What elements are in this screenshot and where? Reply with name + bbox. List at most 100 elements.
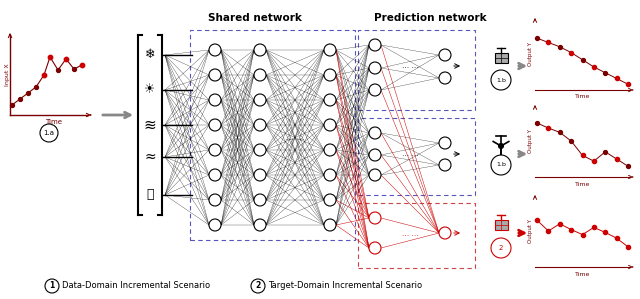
Circle shape: [209, 194, 221, 206]
Circle shape: [324, 44, 336, 56]
Circle shape: [254, 44, 266, 56]
Text: Shared network: Shared network: [208, 13, 302, 23]
Point: [31, 85, 41, 89]
Circle shape: [491, 238, 511, 258]
Point: [611, 236, 621, 241]
Point: [566, 50, 576, 55]
Text: ≈: ≈: [144, 150, 156, 164]
Text: 2: 2: [499, 245, 503, 251]
Circle shape: [491, 70, 511, 90]
Circle shape: [439, 72, 451, 84]
Point: [69, 67, 79, 71]
Text: 1.b: 1.b: [496, 162, 506, 167]
Text: ☀: ☀: [145, 83, 156, 97]
Point: [543, 40, 554, 45]
Circle shape: [209, 119, 221, 131]
Circle shape: [209, 44, 221, 56]
Text: ... ...: ... ...: [286, 132, 304, 141]
Point: [53, 68, 63, 72]
Point: [39, 73, 49, 77]
Point: [566, 139, 576, 144]
Text: 1.b: 1.b: [496, 77, 506, 83]
Circle shape: [254, 194, 266, 206]
Point: [577, 153, 588, 158]
Text: Data-Domain Incremental Scenario: Data-Domain Incremental Scenario: [62, 281, 210, 291]
Point: [577, 57, 588, 62]
Point: [15, 97, 25, 101]
Text: 1: 1: [49, 281, 54, 291]
Point: [589, 159, 599, 164]
Circle shape: [45, 279, 59, 293]
Circle shape: [369, 39, 381, 51]
Circle shape: [209, 94, 221, 106]
Point: [623, 164, 633, 169]
Point: [589, 225, 599, 230]
Point: [589, 65, 599, 69]
Circle shape: [324, 69, 336, 81]
Text: 2: 2: [255, 281, 260, 291]
Text: ... ...: ... ...: [402, 150, 419, 158]
Text: ❄: ❄: [145, 48, 156, 62]
Point: [566, 227, 576, 232]
Point: [555, 130, 565, 135]
Circle shape: [324, 194, 336, 206]
Text: Time: Time: [575, 271, 590, 277]
Circle shape: [369, 242, 381, 254]
Point: [600, 70, 611, 75]
Text: ... ...: ... ...: [402, 228, 419, 237]
Point: [543, 229, 554, 234]
Point: [577, 232, 588, 237]
Point: [611, 157, 621, 161]
Circle shape: [254, 219, 266, 231]
Circle shape: [369, 212, 381, 224]
Circle shape: [254, 169, 266, 181]
Point: [61, 57, 71, 61]
Circle shape: [40, 124, 58, 142]
Circle shape: [369, 169, 381, 181]
Text: Time: Time: [575, 181, 590, 187]
Text: Time: Time: [45, 119, 63, 125]
Circle shape: [254, 69, 266, 81]
Point: [555, 221, 565, 226]
Circle shape: [324, 144, 336, 156]
Circle shape: [439, 137, 451, 149]
Circle shape: [439, 159, 451, 171]
Text: Input X: Input X: [4, 64, 10, 86]
Point: [555, 45, 565, 49]
Circle shape: [254, 119, 266, 131]
Point: [532, 218, 542, 222]
Text: 1.a: 1.a: [44, 130, 54, 136]
Circle shape: [369, 84, 381, 96]
Point: [532, 120, 542, 125]
Circle shape: [324, 119, 336, 131]
Circle shape: [439, 227, 451, 239]
Point: [623, 245, 633, 249]
Text: Prediction network: Prediction network: [374, 13, 486, 23]
Point: [7, 103, 17, 107]
Circle shape: [324, 219, 336, 231]
Point: [600, 150, 611, 154]
Text: Time: Time: [575, 94, 590, 100]
Circle shape: [369, 62, 381, 74]
Circle shape: [209, 219, 221, 231]
Text: 🌡: 🌡: [147, 188, 154, 202]
Point: [543, 126, 554, 130]
Circle shape: [324, 94, 336, 106]
Circle shape: [254, 144, 266, 156]
Circle shape: [254, 94, 266, 106]
Circle shape: [209, 69, 221, 81]
Text: ... ...: ... ...: [402, 62, 419, 71]
Text: Target-Domain Incremental Scenario: Target-Domain Incremental Scenario: [268, 281, 422, 291]
Circle shape: [209, 169, 221, 181]
Circle shape: [209, 144, 221, 156]
Point: [77, 62, 87, 67]
Text: Output Y: Output Y: [528, 129, 533, 153]
Circle shape: [369, 127, 381, 139]
Circle shape: [499, 144, 504, 149]
Point: [45, 55, 55, 60]
Text: Output Y: Output Y: [528, 219, 533, 243]
Circle shape: [369, 149, 381, 161]
Circle shape: [324, 169, 336, 181]
Point: [600, 230, 611, 235]
Circle shape: [251, 279, 265, 293]
